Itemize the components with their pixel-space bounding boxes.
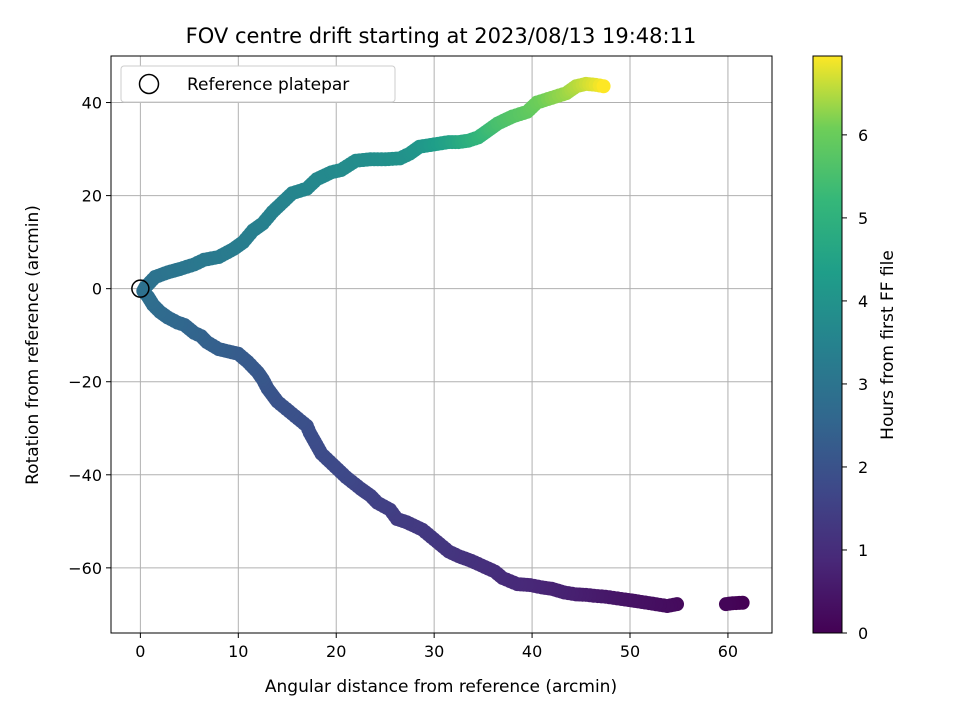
colorbar-tick-label: 4 xyxy=(858,292,868,311)
legend-box xyxy=(120,65,396,103)
grid-lines xyxy=(111,56,772,633)
x-tick-label: 30 xyxy=(424,642,444,661)
y-tick-label: −60 xyxy=(68,559,102,578)
x-axis-label: Angular distance from reference (arcmin) xyxy=(265,677,617,697)
legend-marker xyxy=(138,73,160,95)
x-tick-label: 20 xyxy=(326,642,346,661)
chart-title: FOV centre drift starting at 2023/08/13 … xyxy=(186,24,697,48)
data-point xyxy=(596,79,611,94)
colorbar-tick-label: 1 xyxy=(858,541,868,560)
y-ticks: −60 −40 −20 0 20 40 xyxy=(68,94,111,578)
x-tick-label: 50 xyxy=(620,642,640,661)
y-tick-label: 20 xyxy=(82,187,102,206)
legend-label-reference: Reference platepar xyxy=(187,75,349,95)
y-tick-label: 40 xyxy=(82,94,102,113)
data-point xyxy=(718,597,733,612)
reference-marker xyxy=(131,279,150,298)
x-ticks: 0 10 20 30 40 50 60 xyxy=(135,633,738,661)
x-tick-label: 0 xyxy=(135,642,145,661)
y-tick-label: −20 xyxy=(68,373,102,392)
legend: Reference platepar xyxy=(120,65,396,103)
colorbar-ticks: 0 1 2 3 4 5 6 xyxy=(842,126,868,643)
x-tick-label: 60 xyxy=(718,642,738,661)
colorbar-gradient xyxy=(812,55,843,634)
y-tick-label: −40 xyxy=(68,466,102,485)
y-axis-label: Rotation from reference (arcmin) xyxy=(23,205,43,485)
colorbar-tick-label: 0 xyxy=(858,624,868,643)
colorbar-tick-label: 6 xyxy=(858,126,868,145)
colorbar: 0 1 2 3 4 5 6 Hours from first FF file xyxy=(812,55,898,643)
plot-frame xyxy=(110,55,773,634)
x-tick-label: 40 xyxy=(522,642,542,661)
colorbar-tick-label: 3 xyxy=(858,375,868,394)
data-points xyxy=(131,76,750,614)
y-tick-label: 0 xyxy=(92,280,102,299)
colorbar-tick-label: 2 xyxy=(858,458,868,477)
x-tick-label: 10 xyxy=(228,642,248,661)
colorbar-tick-label: 5 xyxy=(858,209,868,228)
colorbar-label: Hours from first FF file xyxy=(878,250,898,440)
